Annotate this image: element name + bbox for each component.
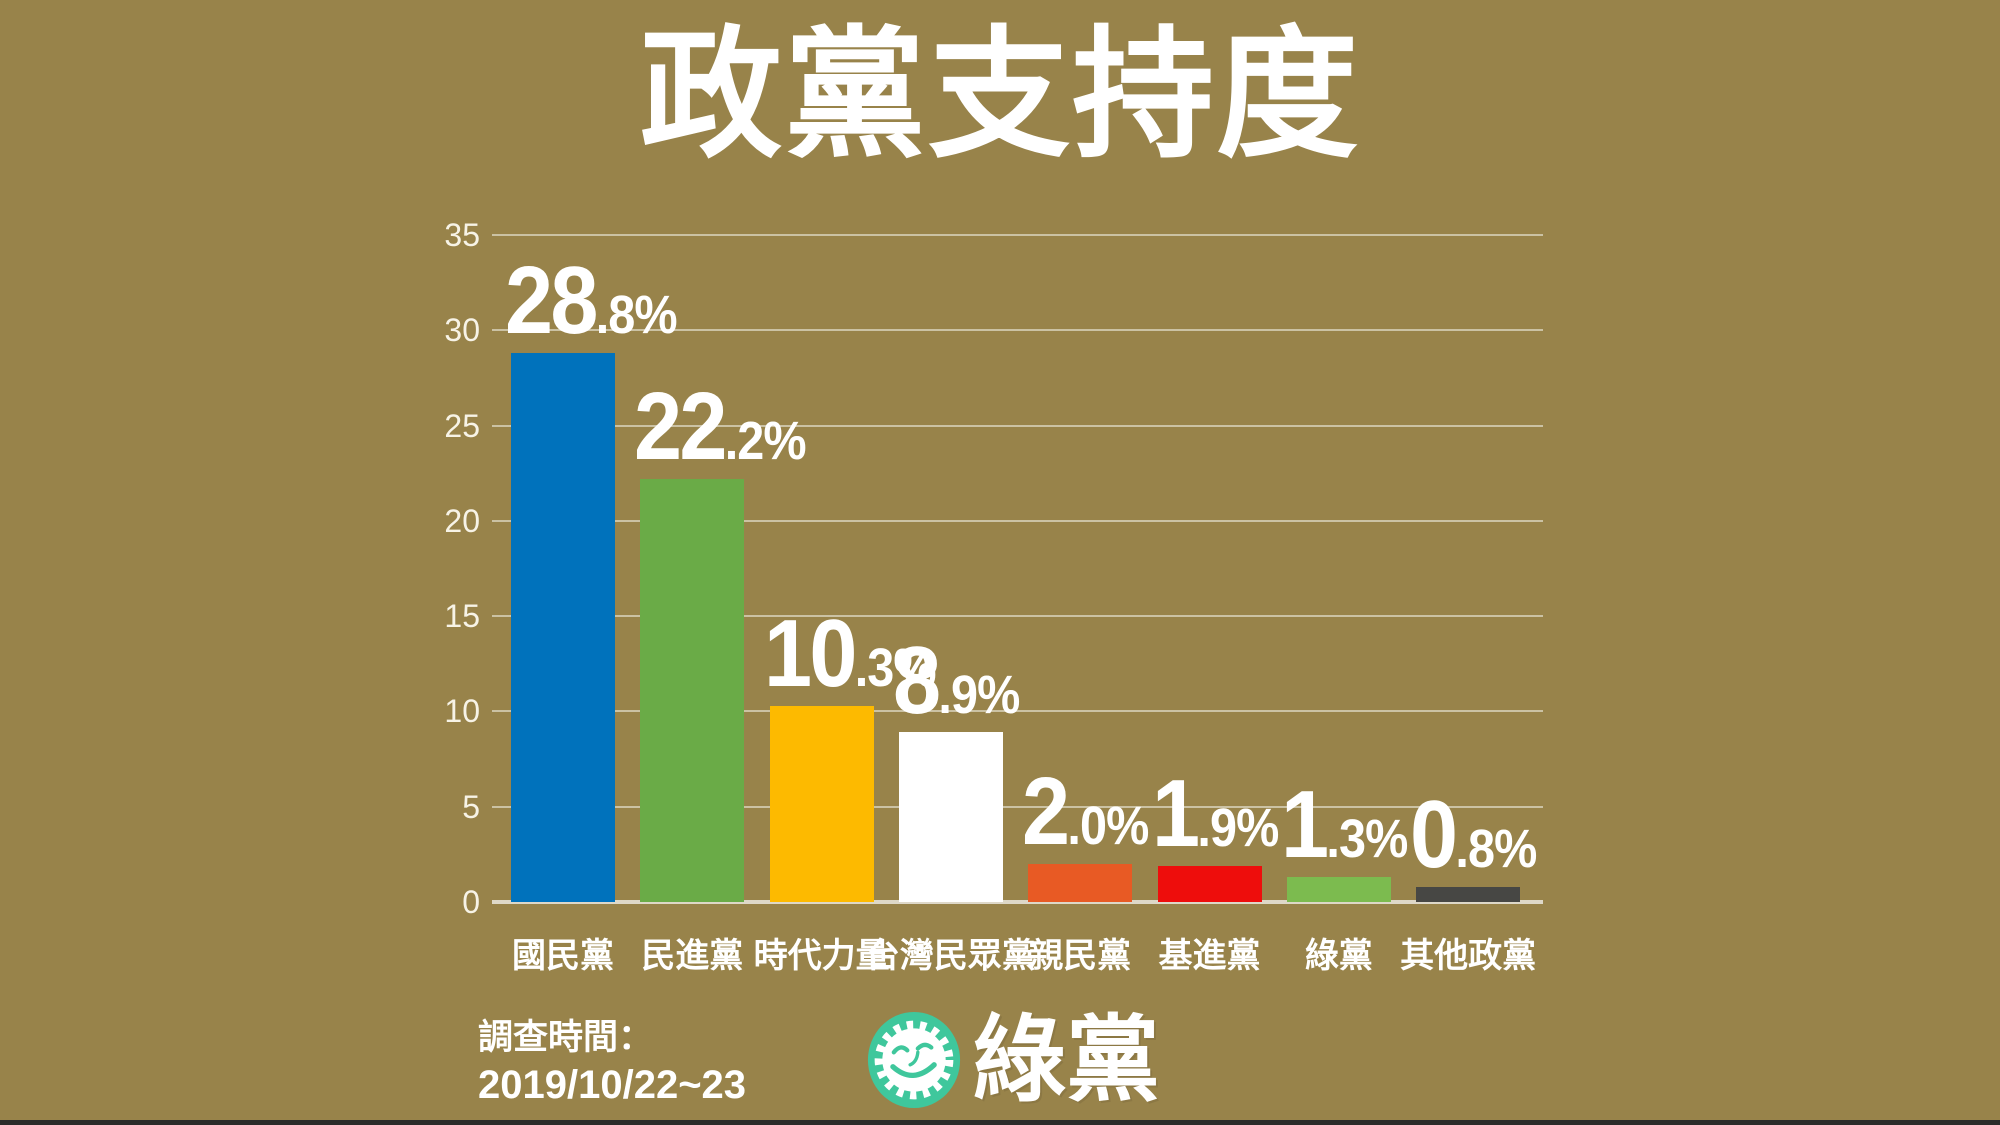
logo-text: 綠黨 [972, 1007, 1161, 1112]
y-axis-tick-label: 0 [462, 884, 480, 920]
grid-line [492, 519, 1543, 522]
x-axis-line [492, 900, 1543, 904]
chart-bar [1157, 865, 1262, 902]
chart-bar [1416, 886, 1521, 902]
bar-category-label: 台灣民眾黨 [865, 937, 1036, 975]
green-party-logo: 綠黨 [866, 1010, 1160, 1110]
grid-line [492, 710, 1543, 713]
bar-value-label: 2.0% [1022, 758, 1149, 866]
bar-category-label: 親民黨 [1029, 937, 1132, 975]
y-axis-tick-label: 20 [444, 502, 480, 539]
grid-line [492, 615, 1543, 618]
page-title: 政黨支持度 [640, 16, 1360, 175]
survey-time-label: 調查時間： [478, 1018, 654, 1057]
chart-bar [1286, 877, 1391, 902]
y-axis-tick-label: 35 [444, 217, 480, 253]
chart-bar [1028, 863, 1133, 902]
y-axis-tick-label: 5 [462, 788, 480, 825]
bar-category-label: 基進黨 [1158, 937, 1261, 975]
y-axis-tick-label: 10 [444, 693, 480, 730]
chart-bar [898, 732, 1003, 902]
sun-face-icon [867, 1012, 961, 1108]
bar-value-label: 1.3% [1280, 771, 1408, 879]
bar-category-label: 時代力量 [753, 937, 890, 975]
chart-bar [769, 705, 874, 902]
bar-category-label: 綠黨 [1304, 937, 1373, 975]
bar-value-label: 10.3% [763, 599, 937, 707]
bar-category-label: 民進黨 [641, 937, 744, 975]
chart-bar [511, 353, 615, 902]
grid-line [492, 329, 1543, 332]
bar-category-label: 其他政黨 [1400, 937, 1537, 975]
survey-info: 調查時間： 2019/10/22~23 [478, 1016, 746, 1110]
chart-bar [640, 478, 745, 902]
bar-value-label: 1.9% [1151, 759, 1279, 867]
y-axis-tick-label: 25 [444, 407, 480, 444]
bar-value-label: 28.8% [505, 247, 678, 355]
bar-category-label: 國民黨 [512, 937, 614, 975]
bar-value-label: 22.2% [634, 373, 807, 481]
survey-date: 2019/10/22~23 [478, 1062, 747, 1107]
bar-value-label: 8.9% [892, 626, 1020, 734]
y-axis-tick-label: 30 [444, 312, 480, 349]
grid-line [492, 805, 1543, 808]
grid-line [492, 234, 1543, 236]
grid-line [492, 424, 1543, 427]
bar-value-label: 0.8% [1410, 780, 1537, 888]
bottom-border [0, 1120, 2000, 1125]
y-axis-tick-label: 15 [444, 598, 480, 635]
